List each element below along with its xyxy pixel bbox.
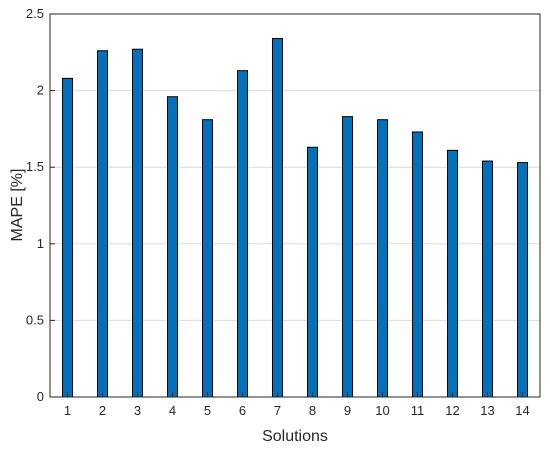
grid-lines xyxy=(50,90,540,321)
bar-12 xyxy=(447,149,458,398)
bar-14 xyxy=(517,162,528,398)
y-axis: 0 0.5 1 1.5 2 2.5 xyxy=(26,6,55,404)
x-tick-label: 14 xyxy=(515,403,529,418)
x-tick-label: 10 xyxy=(375,403,389,418)
y-tick-label: 1.5 xyxy=(26,159,44,174)
bar-13 xyxy=(482,160,493,398)
bars xyxy=(62,38,528,398)
y-tick-label: 0.5 xyxy=(26,312,44,327)
x-tick-label: 7 xyxy=(274,403,281,418)
plot-frame xyxy=(49,13,541,398)
bar-2 xyxy=(97,50,108,398)
bar-9 xyxy=(342,116,353,398)
bar-11 xyxy=(412,131,423,398)
bar-5 xyxy=(202,119,213,398)
bar-3 xyxy=(132,48,143,398)
y-axis-title: MAPE [%] xyxy=(9,169,26,242)
x-axis-title: Solutions xyxy=(262,428,328,445)
x-tick-label: 4 xyxy=(169,403,176,418)
x-tick-label: 6 xyxy=(239,403,246,418)
x-tick-label: 12 xyxy=(445,403,459,418)
y-tick-label: 1 xyxy=(37,236,44,251)
x-tick-label: 13 xyxy=(480,403,494,418)
bar-6 xyxy=(237,70,248,398)
y-tick-label: 2 xyxy=(37,83,44,98)
x-tick-label: 9 xyxy=(344,403,351,418)
bar-7 xyxy=(272,38,283,398)
y-tick-label: 2.5 xyxy=(26,6,44,21)
x-tick-label: 2 xyxy=(99,403,106,418)
bar-8 xyxy=(307,146,318,398)
x-axis: 1 2 3 4 5 6 7 8 9 10 11 12 13 14 xyxy=(64,392,530,418)
x-tick-label: 8 xyxy=(309,403,316,418)
bar-10 xyxy=(377,119,388,398)
bar-4 xyxy=(167,96,178,398)
bar-1 xyxy=(62,77,73,398)
x-tick-label: 1 xyxy=(64,403,71,418)
x-tick-label: 3 xyxy=(134,403,141,418)
x-tick-label: 5 xyxy=(204,403,211,418)
y-tick-label: 0 xyxy=(37,389,44,404)
x-tick-label: 11 xyxy=(411,403,425,418)
